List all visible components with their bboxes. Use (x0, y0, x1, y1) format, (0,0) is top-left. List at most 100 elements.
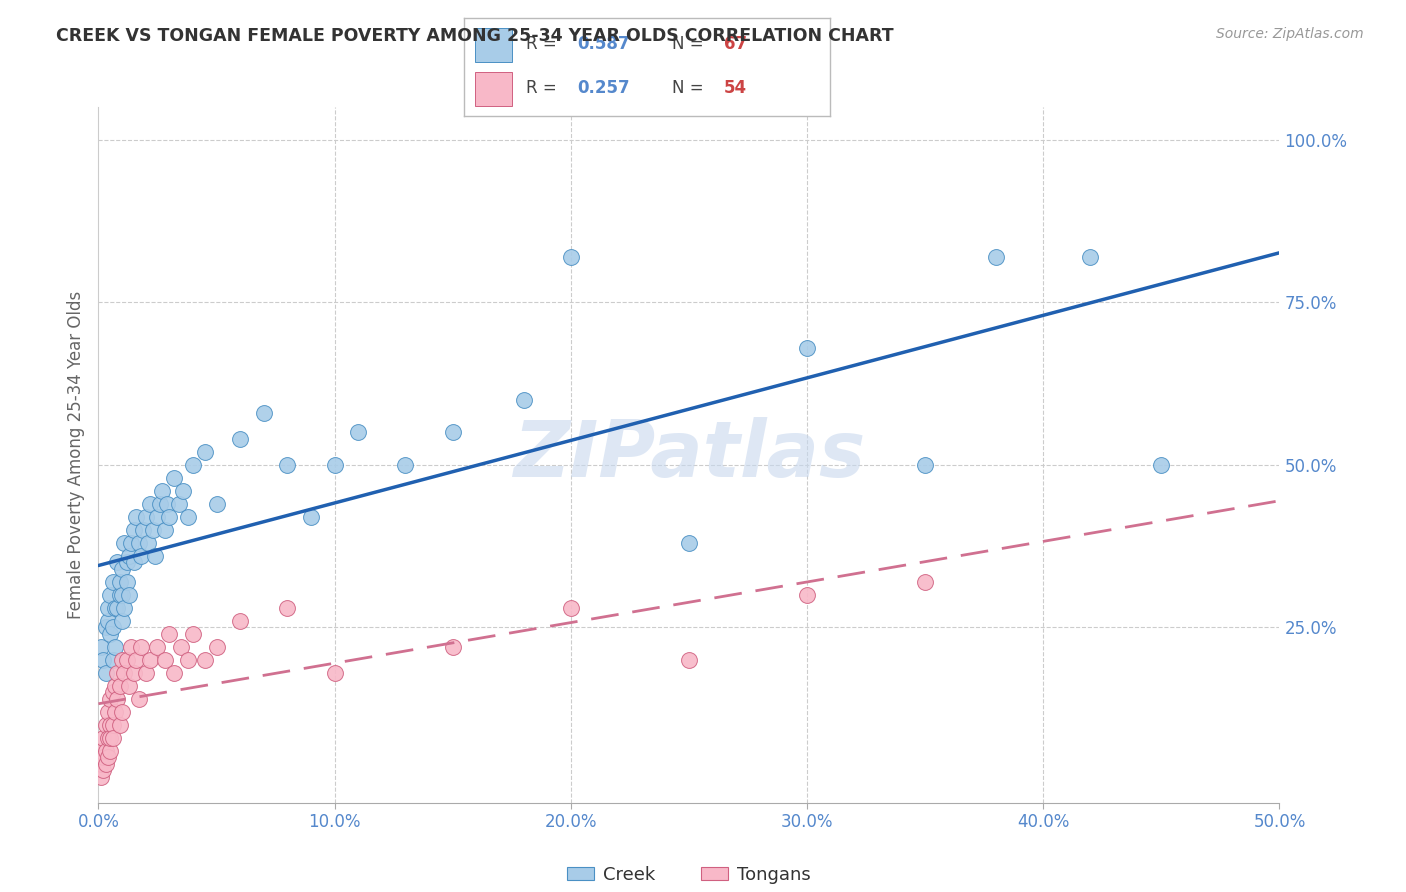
Point (129, 640, 152, 654)
Point (146, 640, 169, 654)
Point (323, 458, 346, 472)
Point (347, 425, 370, 439)
Point (108, 574, 131, 589)
Point (122, 665, 145, 680)
Point (118, 679, 141, 693)
Point (108, 718, 131, 732)
FancyBboxPatch shape (475, 72, 512, 106)
Text: N =: N = (672, 36, 709, 54)
Point (914, 458, 936, 472)
Point (104, 600, 127, 615)
Point (194, 653, 217, 667)
Point (94, 756, 117, 771)
Point (115, 555, 138, 569)
Point (101, 718, 124, 732)
Point (276, 458, 298, 472)
Point (105, 665, 128, 680)
Point (796, 588, 818, 602)
Point (153, 523, 176, 537)
Point (97, 705, 120, 719)
Point (163, 665, 186, 680)
Point (101, 653, 124, 667)
Point (90, 640, 112, 654)
Point (98, 744, 121, 758)
Point (121, 640, 143, 654)
Point (229, 432, 252, 446)
Point (125, 653, 148, 667)
Point (177, 509, 200, 524)
Point (1150, 458, 1173, 472)
Point (156, 497, 179, 511)
Point (512, 392, 534, 407)
Text: N =: N = (672, 79, 709, 97)
Text: Source: ZipAtlas.com: Source: ZipAtlas.com (1216, 27, 1364, 41)
Point (97, 731, 120, 745)
Point (441, 425, 464, 439)
Point (91, 750, 114, 764)
Text: 0.257: 0.257 (578, 79, 630, 97)
Point (132, 523, 155, 537)
Point (136, 535, 159, 549)
Point (299, 509, 322, 524)
Point (91, 764, 114, 778)
Point (111, 614, 134, 628)
Point (111, 588, 134, 602)
Point (678, 535, 700, 549)
Point (128, 691, 150, 706)
Point (104, 705, 127, 719)
Point (101, 620, 124, 634)
Text: 54: 54 (724, 79, 747, 97)
Point (98, 691, 121, 706)
Point (139, 653, 162, 667)
Text: CREEK VS TONGAN FEMALE POVERTY AMONG 25-34 YEAR OLDS CORRELATION CHART: CREEK VS TONGAN FEMALE POVERTY AMONG 25-… (56, 27, 894, 45)
Point (104, 679, 127, 693)
Point (560, 600, 582, 615)
Point (121, 535, 143, 549)
Point (105, 600, 128, 615)
Y-axis label: Female Poverty Among 25-34 Year Olds: Female Poverty Among 25-34 Year Olds (66, 291, 84, 619)
Point (111, 562, 134, 576)
Point (90, 756, 112, 771)
Point (112, 535, 135, 549)
Point (135, 509, 157, 524)
Point (157, 626, 180, 640)
Point (105, 555, 128, 569)
Point (142, 523, 165, 537)
Point (108, 588, 131, 602)
Point (172, 483, 194, 498)
Point (181, 458, 204, 472)
Point (149, 497, 172, 511)
Point (153, 653, 176, 667)
Point (101, 685, 124, 699)
Point (167, 497, 190, 511)
Point (112, 600, 135, 615)
Point (984, 250, 1007, 264)
Point (170, 640, 193, 654)
Point (560, 250, 582, 264)
Point (90, 744, 112, 758)
Point (94, 718, 117, 732)
Text: 67: 67 (724, 36, 747, 54)
Point (98, 718, 121, 732)
Point (678, 653, 700, 667)
Point (115, 574, 138, 589)
Point (150, 483, 173, 498)
Point (146, 509, 169, 524)
Point (205, 640, 228, 654)
Point (104, 640, 127, 654)
Point (90, 770, 112, 784)
Point (163, 471, 186, 485)
Point (1080, 250, 1102, 264)
Point (91, 653, 114, 667)
Point (441, 640, 464, 654)
Point (94, 665, 117, 680)
Point (97, 750, 120, 764)
Point (101, 731, 124, 745)
Point (112, 665, 135, 680)
Point (122, 555, 145, 569)
Point (94, 744, 117, 758)
Text: 0.587: 0.587 (578, 36, 630, 54)
Legend: Creek, Tongans: Creek, Tongans (560, 859, 818, 891)
Point (115, 653, 138, 667)
Point (98, 588, 121, 602)
